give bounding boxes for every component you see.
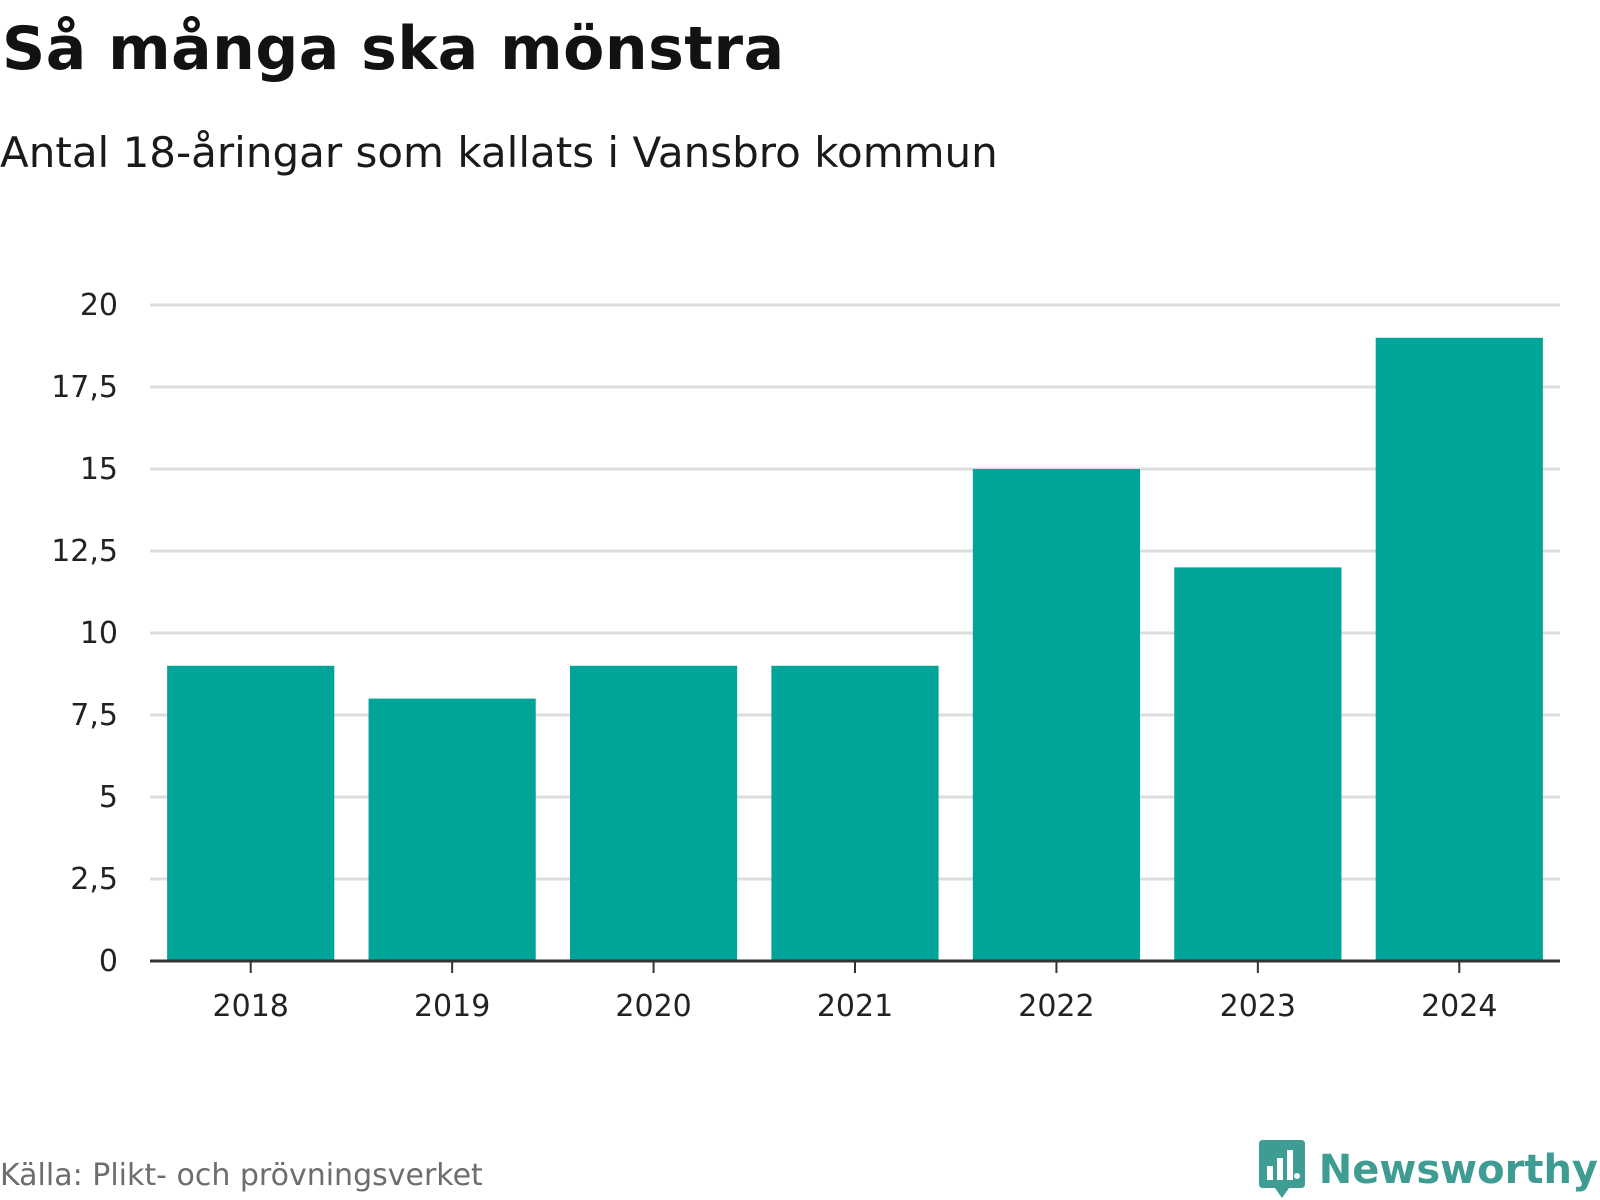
- bars: [167, 337, 1543, 961]
- y-tick-label: 20: [80, 288, 118, 323]
- y-tick-label: 10: [80, 616, 118, 651]
- source-note: Källa: Plikt- och prövningsverket: [0, 1158, 483, 1193]
- x-tick-label-2018: 2018: [213, 989, 289, 1024]
- bar-2020: [569, 665, 738, 961]
- brand-name: Newsworthy: [1318, 1147, 1598, 1193]
- newsworthy-logo-icon: [1258, 1140, 1305, 1198]
- x-tick-labels: 2018 2019 2020 2021 2022 2023 2024: [213, 989, 1498, 1024]
- x-tick-label-2024: 2024: [1421, 989, 1497, 1024]
- x-tick-label-2019: 2019: [414, 989, 490, 1024]
- y-tick-label: 0: [99, 944, 118, 979]
- y-tick-label: 5: [99, 780, 118, 815]
- bar-2021: [771, 665, 939, 961]
- bar-2018: [167, 665, 335, 961]
- x-tick-label-2023: 2023: [1220, 989, 1296, 1024]
- bar-2019: [368, 698, 536, 961]
- x-tick-label-2020: 2020: [615, 989, 691, 1024]
- x-tick-label-2022: 2022: [1018, 989, 1094, 1024]
- chart-subtitle: Antal 18-åringar som kallats i Vansbro k…: [0, 128, 998, 177]
- y-tick-label: 2,5: [70, 862, 118, 897]
- bar-2023: [1174, 567, 1342, 961]
- chart-title: Så många ska mönstra: [2, 14, 785, 84]
- y-tick-label: 7,5: [70, 698, 118, 733]
- y-tick-labels: 0 2,5 5 7,5 10 12,5 15 17,5 20: [51, 288, 118, 979]
- bar-2022: [972, 469, 1141, 961]
- y-tick-label: 17,5: [51, 370, 118, 405]
- brand-logo: Newsworthy: [1257, 1140, 1598, 1200]
- x-tick-label-2021: 2021: [817, 989, 893, 1024]
- x-axis: [150, 959, 1560, 973]
- y-tick-label: 12,5: [51, 534, 118, 569]
- bar-2024: [1375, 337, 1543, 961]
- y-tick-label: 15: [80, 452, 118, 487]
